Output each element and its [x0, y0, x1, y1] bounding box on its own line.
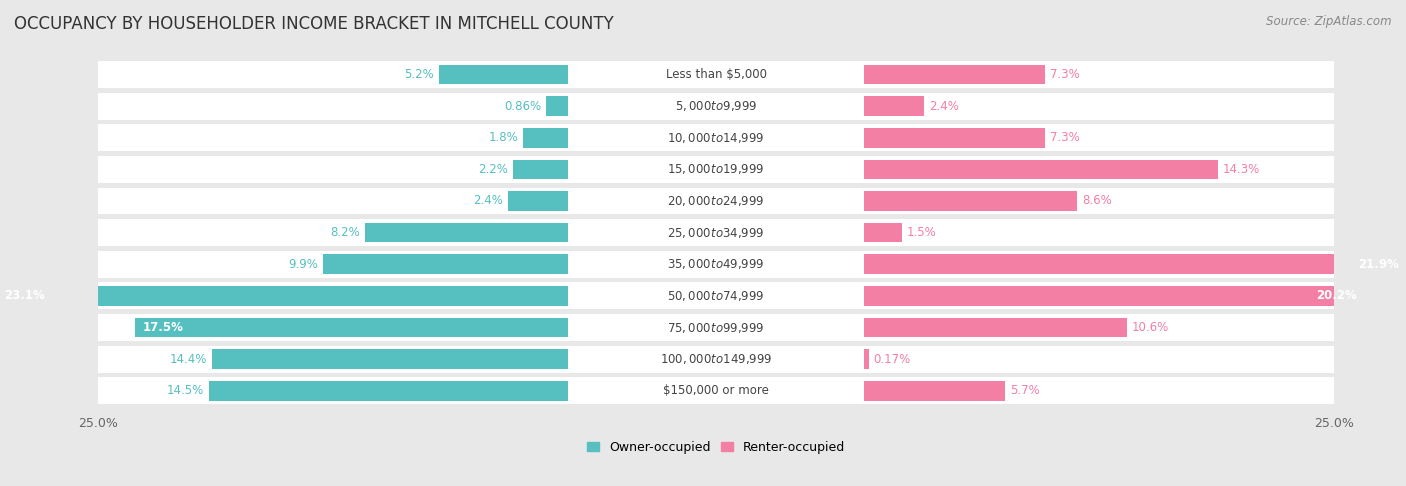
- Text: 8.6%: 8.6%: [1083, 194, 1112, 208]
- Text: $35,000 to $49,999: $35,000 to $49,999: [668, 257, 765, 271]
- Bar: [0, 286, 568, 306]
- Bar: [547, 96, 568, 116]
- Bar: [98, 156, 1334, 183]
- Text: $15,000 to $19,999: $15,000 to $19,999: [668, 162, 765, 176]
- Bar: [323, 255, 568, 274]
- Text: 2.2%: 2.2%: [478, 163, 509, 176]
- Bar: [98, 188, 1334, 214]
- Text: 14.5%: 14.5%: [167, 384, 204, 398]
- Text: 17.5%: 17.5%: [142, 321, 183, 334]
- Text: 5.2%: 5.2%: [405, 68, 434, 81]
- Bar: [98, 378, 1334, 404]
- Bar: [98, 282, 1334, 310]
- Bar: [98, 314, 1334, 341]
- Bar: [98, 346, 1334, 373]
- Bar: [509, 191, 568, 211]
- Bar: [865, 286, 1364, 306]
- Legend: Owner-occupied, Renter-occupied: Owner-occupied, Renter-occupied: [582, 436, 851, 459]
- Bar: [439, 65, 568, 84]
- Bar: [865, 96, 924, 116]
- Text: $75,000 to $99,999: $75,000 to $99,999: [668, 321, 765, 334]
- Text: 21.9%: 21.9%: [1358, 258, 1399, 271]
- Bar: [865, 381, 1005, 400]
- Text: 2.4%: 2.4%: [474, 194, 503, 208]
- Text: 20.2%: 20.2%: [1316, 290, 1357, 302]
- Text: $150,000 or more: $150,000 or more: [664, 384, 769, 398]
- Text: 5.7%: 5.7%: [1011, 384, 1040, 398]
- Text: OCCUPANCY BY HOUSEHOLDER INCOME BRACKET IN MITCHELL COUNTY: OCCUPANCY BY HOUSEHOLDER INCOME BRACKET …: [14, 15, 614, 33]
- Bar: [865, 191, 1077, 211]
- Text: 14.4%: 14.4%: [169, 353, 207, 365]
- Text: Source: ZipAtlas.com: Source: ZipAtlas.com: [1267, 15, 1392, 28]
- Text: $5,000 to $9,999: $5,000 to $9,999: [675, 99, 758, 113]
- Bar: [865, 255, 1406, 274]
- Bar: [865, 223, 901, 243]
- Bar: [865, 349, 869, 369]
- Text: 0.17%: 0.17%: [873, 353, 911, 365]
- Bar: [513, 159, 568, 179]
- Bar: [98, 93, 1334, 120]
- Text: $100,000 to $149,999: $100,000 to $149,999: [659, 352, 772, 366]
- Bar: [865, 318, 1126, 337]
- Bar: [865, 65, 1045, 84]
- Text: 9.9%: 9.9%: [288, 258, 318, 271]
- Bar: [865, 159, 1218, 179]
- Text: $10,000 to $14,999: $10,000 to $14,999: [668, 131, 765, 145]
- Text: 23.1%: 23.1%: [4, 290, 45, 302]
- Text: 0.86%: 0.86%: [505, 100, 541, 113]
- Text: 14.3%: 14.3%: [1223, 163, 1260, 176]
- Bar: [211, 349, 568, 369]
- Text: 7.3%: 7.3%: [1050, 131, 1080, 144]
- Bar: [523, 128, 568, 148]
- Bar: [135, 318, 568, 337]
- Bar: [865, 128, 1045, 148]
- Text: $20,000 to $24,999: $20,000 to $24,999: [668, 194, 765, 208]
- Bar: [98, 61, 1334, 88]
- Bar: [98, 251, 1334, 278]
- Text: $50,000 to $74,999: $50,000 to $74,999: [668, 289, 765, 303]
- Text: 8.2%: 8.2%: [330, 226, 360, 239]
- Text: 10.6%: 10.6%: [1132, 321, 1168, 334]
- Text: Less than $5,000: Less than $5,000: [665, 68, 766, 81]
- Text: 2.4%: 2.4%: [929, 100, 959, 113]
- Bar: [209, 381, 568, 400]
- Text: 1.5%: 1.5%: [907, 226, 936, 239]
- Text: $25,000 to $34,999: $25,000 to $34,999: [668, 226, 765, 240]
- Text: 1.8%: 1.8%: [488, 131, 519, 144]
- Text: 7.3%: 7.3%: [1050, 68, 1080, 81]
- Bar: [98, 219, 1334, 246]
- Bar: [366, 223, 568, 243]
- Bar: [98, 124, 1334, 151]
